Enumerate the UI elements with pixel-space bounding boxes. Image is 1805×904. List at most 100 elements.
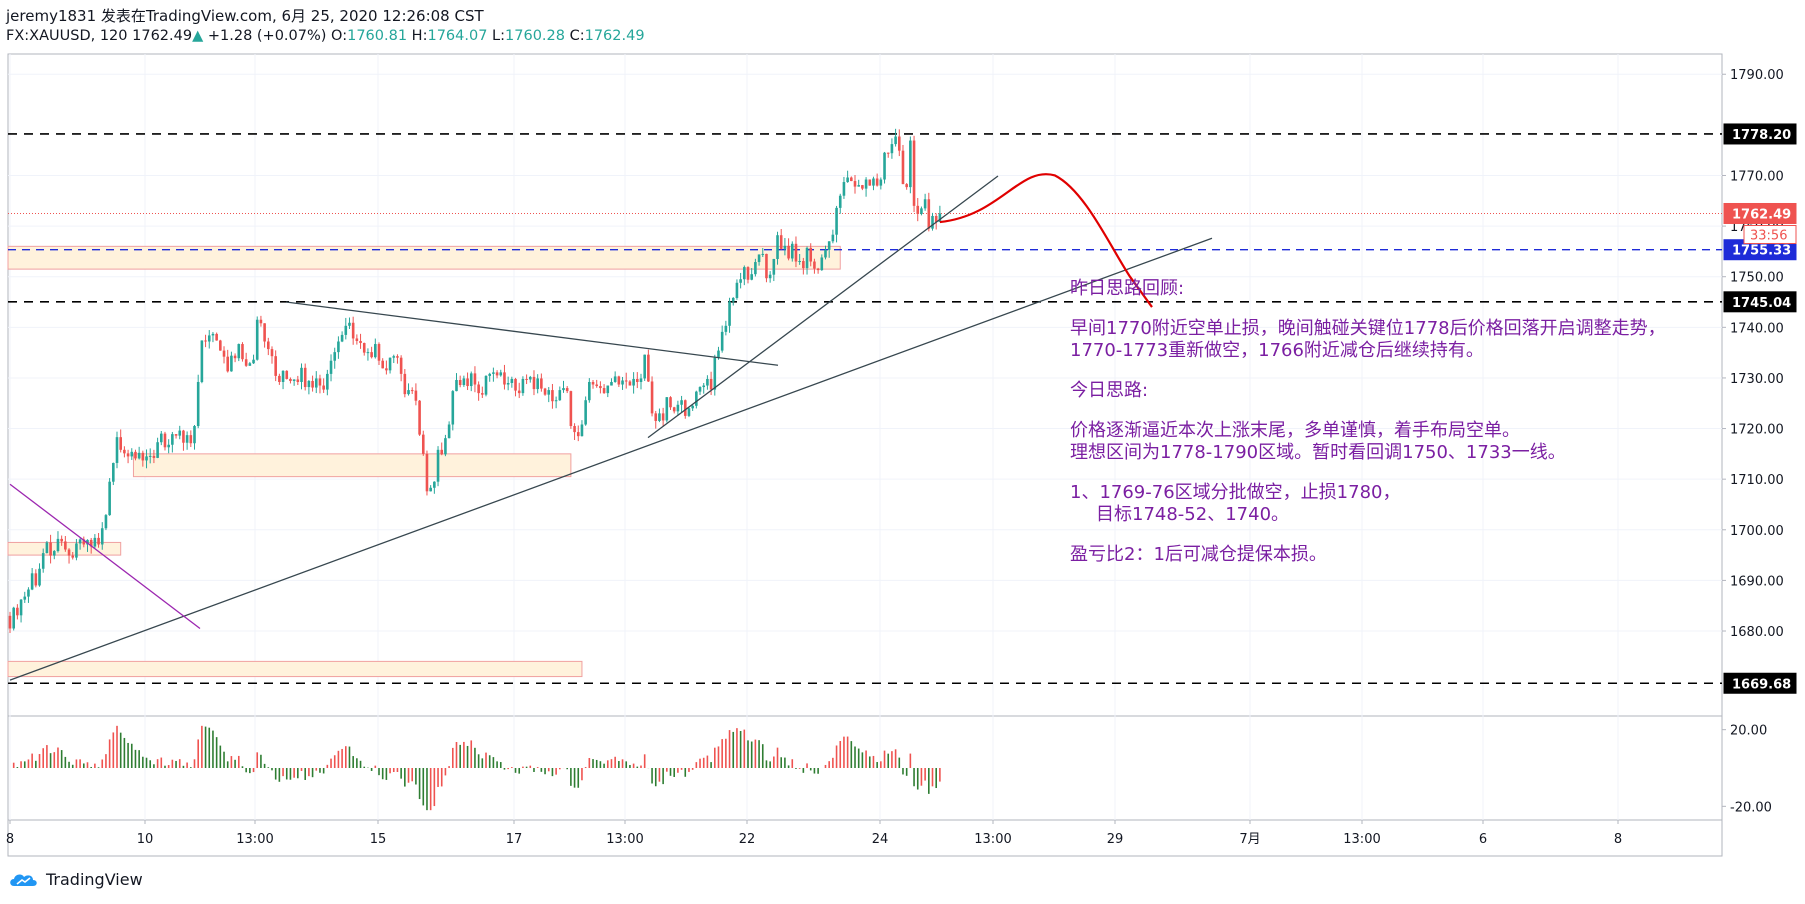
candle-body xyxy=(444,438,447,455)
candle-body xyxy=(573,426,576,433)
candle-body xyxy=(200,340,204,382)
candle-body xyxy=(156,442,159,458)
candle-body xyxy=(152,455,156,458)
x-tick-label: 17 xyxy=(506,832,523,847)
candle-body xyxy=(145,456,148,461)
candle-body xyxy=(702,385,706,388)
candle-body xyxy=(182,430,185,443)
candle-body xyxy=(827,241,831,250)
candle-body xyxy=(934,215,938,223)
candle-body xyxy=(289,378,292,381)
y-tick-label: 1700.00 xyxy=(1730,524,1784,539)
candle-body xyxy=(923,199,927,209)
candle-body xyxy=(381,360,384,369)
candle-body xyxy=(853,181,857,187)
candle-body xyxy=(720,331,724,351)
candle-body xyxy=(281,370,285,382)
candle-body xyxy=(735,282,739,298)
candle-body xyxy=(89,539,93,547)
candle-body xyxy=(798,261,801,263)
candle-body xyxy=(27,589,30,597)
candle-body xyxy=(691,405,694,409)
candle-body xyxy=(897,136,901,151)
x-tick-label: 8 xyxy=(6,832,14,847)
candle-body xyxy=(270,349,274,357)
candle-body xyxy=(846,177,849,183)
candle-body xyxy=(551,390,554,402)
annotation-line: 目标1748-52、1740。 xyxy=(1096,504,1290,525)
candle-body xyxy=(86,539,89,545)
candle-body xyxy=(787,245,790,259)
candle-body xyxy=(779,235,783,249)
x-tick-label: 13:00 xyxy=(236,832,273,847)
candle-body xyxy=(189,435,193,444)
symbol-label[interactable]: FX:XAUUSD, 120 xyxy=(6,28,128,44)
candle-body xyxy=(278,375,281,382)
candle-body xyxy=(521,378,525,394)
price-chart[interactable]: 8 10 13:00 15 17 13:00 22 24 13:00 29 7月 13:00 6 8 168… xyxy=(0,0,1805,860)
annotation-line: 价格逐渐逼近本次上涨末尾，多单谨慎，着手布局空单。 xyxy=(1070,420,1520,441)
candle-body xyxy=(477,384,480,394)
candle-body xyxy=(75,543,78,558)
candle-body xyxy=(123,449,126,454)
candle-body xyxy=(617,376,621,385)
candle-body xyxy=(185,435,189,443)
candle-body xyxy=(370,352,373,358)
candle-body xyxy=(558,390,562,401)
osc-y-tick-label: 20.00 xyxy=(1730,724,1767,739)
candle-body xyxy=(654,413,658,421)
candle-body xyxy=(783,245,787,249)
candle-body xyxy=(337,341,340,353)
x-tick-label: 7月 xyxy=(1239,832,1260,847)
candle-body xyxy=(38,568,41,586)
x-tick-label: 13:00 xyxy=(606,832,643,847)
candle-body xyxy=(252,359,255,364)
candle-body xyxy=(167,444,170,448)
candle-body xyxy=(610,381,613,386)
candle-body xyxy=(802,261,805,269)
candle-body xyxy=(709,378,713,390)
candle-body xyxy=(237,344,241,359)
candle-body xyxy=(757,254,761,263)
candle-body xyxy=(41,553,45,569)
candle-body xyxy=(78,539,82,544)
x-tick-label: 13:00 xyxy=(974,832,1011,847)
candle-body xyxy=(698,387,702,392)
candle-body xyxy=(713,357,717,390)
candle-body xyxy=(909,140,912,188)
candle-body xyxy=(650,381,654,414)
candle-body xyxy=(886,152,890,154)
candle-body xyxy=(754,262,757,275)
candle-body xyxy=(905,184,908,188)
candle-body xyxy=(768,274,772,279)
descending-resistance-line xyxy=(285,301,779,366)
candle-body xyxy=(60,538,63,542)
candle-body xyxy=(19,599,23,616)
chart-frame xyxy=(7,53,1723,857)
candle-body xyxy=(137,452,141,459)
candle-body xyxy=(901,150,905,185)
candle-body xyxy=(495,372,499,376)
candle-body xyxy=(628,381,632,386)
support-resistance-zone xyxy=(7,245,841,270)
candle-body xyxy=(418,400,421,435)
tradingview-logo[interactable]: TradingView xyxy=(8,870,143,889)
annotation-line: 早间1770附近空单止损，晚间触碰关键位1778后价格回落开启调整走势， xyxy=(1070,318,1666,339)
candle-body xyxy=(576,432,580,437)
candle-body xyxy=(816,268,820,271)
candle-body xyxy=(506,383,510,385)
chart-header: jeremy1831 发表在TradingView.com, 6月 25, 20… xyxy=(6,6,645,46)
candle-body xyxy=(104,515,108,529)
candle-body xyxy=(49,542,52,556)
last-price: 1762.49 xyxy=(132,28,193,44)
candle-body xyxy=(45,542,49,554)
candle-body xyxy=(868,179,872,186)
candle-body xyxy=(824,249,827,258)
price-change: +1.28 (+0.07%) xyxy=(207,28,327,44)
candle-body xyxy=(421,434,425,454)
candle-body xyxy=(850,177,853,182)
candle-body xyxy=(204,340,207,342)
logo-text: TradingView xyxy=(46,870,143,889)
candle-body xyxy=(820,257,824,271)
candle-body xyxy=(112,462,115,482)
